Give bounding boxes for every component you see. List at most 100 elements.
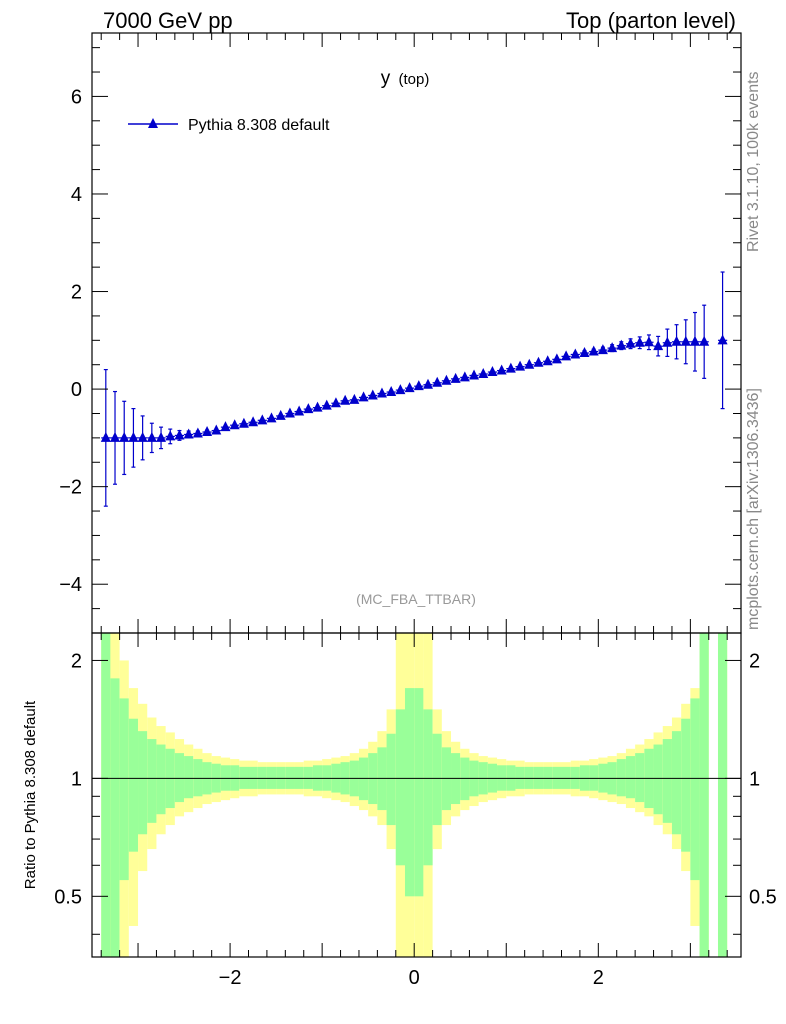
data-point	[183, 428, 194, 439]
data-point	[386, 386, 397, 397]
data-point	[634, 336, 645, 347]
data-point	[487, 366, 498, 377]
y-tick-label: −4	[59, 574, 82, 596]
data-point	[450, 372, 461, 383]
ratio-band-inner	[404, 688, 415, 897]
ratio-band-inner	[432, 733, 442, 826]
data-point	[579, 347, 590, 357]
y-tick-label: −2	[59, 477, 82, 499]
data-point	[459, 371, 470, 382]
data-point	[542, 355, 553, 366]
ratio-band-inner	[717, 633, 728, 957]
header-left: 7000 GeV pp	[103, 8, 233, 33]
data-point	[110, 431, 121, 442]
ratio-y-tick-label-right: 1	[749, 768, 760, 790]
data-point	[496, 364, 507, 375]
ratio-band-inner	[681, 718, 691, 852]
data-point	[653, 340, 664, 351]
ratio-band-inner	[386, 733, 396, 826]
header-right: Top (parton level)	[566, 8, 736, 33]
data-point	[174, 429, 185, 440]
ratio-y-tick-label: 2	[71, 650, 82, 672]
data-point	[119, 431, 130, 442]
data-point	[367, 389, 378, 400]
data-point	[146, 431, 157, 442]
data-point	[192, 427, 203, 438]
data-point	[423, 378, 434, 389]
data-point	[340, 394, 351, 405]
chart-title: y (top)	[381, 68, 430, 89]
main-panel	[100, 271, 728, 507]
data-point	[321, 399, 332, 410]
data-point	[211, 424, 222, 435]
data-point	[100, 431, 111, 442]
y-tick-label: 2	[71, 282, 82, 304]
data-point	[404, 382, 415, 393]
data-point	[588, 345, 599, 356]
data-point	[312, 401, 323, 412]
data-point	[330, 397, 341, 408]
ratio-band-inner	[690, 698, 700, 881]
ratio-bands	[101, 633, 728, 957]
data-point	[515, 360, 526, 371]
data-point	[284, 407, 295, 418]
ratio-band-inner	[635, 753, 645, 803]
ratio-band-inner	[138, 731, 148, 835]
data-point	[376, 387, 387, 398]
data-point	[395, 384, 406, 395]
data-point	[238, 417, 249, 428]
ratio-band-inner	[671, 731, 682, 835]
legend-label: Pythia 8.308 default	[188, 117, 330, 134]
data-point	[551, 353, 562, 364]
data-point	[294, 405, 305, 416]
data-point	[156, 431, 167, 442]
ratio-band-inner	[128, 718, 139, 852]
data-point	[680, 335, 691, 346]
data-point	[257, 414, 268, 425]
ratio-band-inner	[662, 739, 672, 823]
ratio-band-inner	[414, 688, 424, 897]
data-point	[358, 391, 369, 402]
data-point	[643, 336, 654, 347]
ratio-band-inner	[193, 759, 203, 797]
ratio-band-inner	[395, 709, 405, 866]
y-tick-label: 0	[71, 379, 82, 401]
ratio-frame	[91, 632, 742, 958]
data-point	[662, 336, 673, 347]
ratio-ylabel: Ratio to Pythia 8.308 default	[22, 700, 39, 889]
legend-marker	[148, 118, 158, 128]
y-tick-label: 4	[71, 184, 82, 206]
data-point	[607, 342, 618, 353]
ratio-band-inner	[184, 756, 194, 799]
ratio-band-inner	[119, 698, 129, 881]
data-point	[275, 409, 286, 420]
data-point	[524, 358, 535, 369]
data-point	[570, 348, 581, 359]
data-point	[717, 334, 728, 345]
data-point	[413, 380, 424, 391]
data-point	[441, 374, 452, 385]
data-point	[533, 356, 544, 367]
data-point	[165, 430, 176, 441]
data-point	[505, 362, 516, 373]
data-point	[303, 403, 314, 414]
data-point	[469, 369, 480, 380]
data-point	[625, 337, 636, 348]
data-point	[202, 426, 213, 437]
ratio-y-tick-label: 0.5	[54, 886, 82, 908]
ratio-band-inner	[174, 753, 185, 803]
data-point	[229, 419, 240, 430]
data-point	[128, 431, 139, 442]
data-point	[220, 421, 231, 432]
data-point	[248, 416, 259, 427]
chart-title-main: y	[381, 68, 391, 89]
legend: Pythia 8.308 default	[128, 117, 330, 134]
data-point	[432, 376, 443, 387]
data-point	[597, 344, 608, 355]
data-point	[699, 335, 710, 346]
ratio-band-inner	[110, 678, 120, 957]
data-point	[561, 350, 572, 361]
ratio-band-inner	[156, 744, 166, 815]
axes: −2 0 2 −4 −2 0 2 4 6 0.5 0.5 1 1 2 2	[54, 32, 777, 989]
